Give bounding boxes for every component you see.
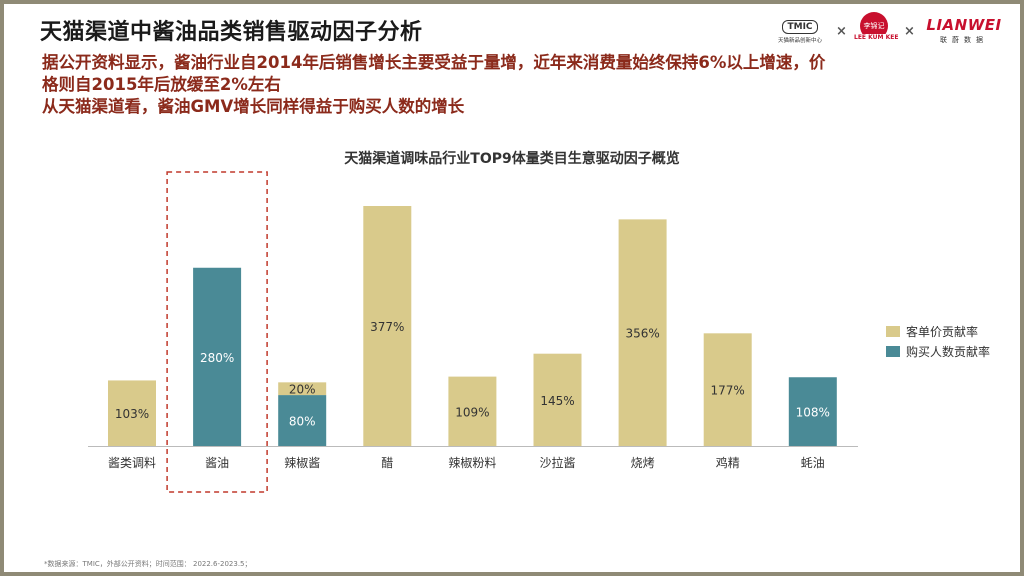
bar-value-label: 108% [796,406,830,420]
bar-value-label: 20% [289,383,316,397]
lianwei-logo: LIANWEI 联蔚数据 [924,16,1004,45]
bar-segment [193,267,242,446]
bar-value-label: 177% [711,384,745,398]
bar-value-label: 280% [200,351,234,365]
partner-logos: TMIC 天猫新品创新中心 × 李锦记 LEE KUM KEE × LIANWE… [770,12,1010,52]
page-title: 天猫渠道中酱油品类销售驱动因子分析 [40,20,423,45]
highlight-box [166,171,268,493]
logo-separator-2: × [904,24,915,39]
bar-value-label: 377% [370,320,404,334]
slide: 天猫渠道中酱油品类销售驱动因子分析 据公开资料显示，酱油行业自2014年后销售增… [4,4,1020,572]
logo-separator-1: × [836,24,847,39]
bar-value-label: 109% [455,405,489,419]
category-tick-label: 酱类调料 [108,455,156,470]
category-tick-label: 酱油 [205,455,229,470]
category-tick-label: 醋 [381,455,393,470]
lkk-logo-text: LEE KUM KEE [854,34,899,41]
legend-label: 客单价贡献率 [906,324,978,339]
bar-segment [788,377,837,446]
subtitle-line-2: 格则自2015年后放缓至2%左右 [42,75,281,94]
lianwei-logo-text: LIANWEI [926,16,1002,34]
lkk-logo: 李锦记 LEE KUM KEE [854,12,899,41]
bar-value-label: 103% [115,407,149,421]
category-tick-label: 烧烤 [631,455,655,470]
bar-segment [363,206,412,446]
category-tick-label: 辣椒酱 [284,455,320,470]
bar-segment [278,382,327,396]
bar-segment [278,395,327,446]
page-subtitle: 据公开资料显示，酱油行业自2014年后销售增长主要受益于量增，近年来消费量始终保… [42,52,972,118]
chart-title: 天猫渠道调味品行业TOP9体量类目生意驱动因子概览 [344,151,680,167]
tmic-logo: TMIC 天猫新品创新中心 [770,14,830,44]
bar-segment [703,333,752,446]
bar-value-label: 80% [289,415,316,429]
category-tick-label: 鸡精 [716,455,740,470]
lianwei-logo-subtitle: 联蔚数据 [940,36,988,44]
bar-value-label: 145% [540,394,574,408]
bar-segment [108,380,156,446]
subtitle-line-3: 从天猫渠道看，酱油GMV增长同样得益于购买人数的增长 [42,97,465,116]
subtitle-line-1: 据公开资料显示，酱油行业自2014年后销售增长主要受益于量增，近年来消费量始终保… [42,53,826,72]
category-tick-label: 沙拉酱 [539,455,575,470]
bar-segment [533,353,582,446]
category-tick-label: 辣椒粉料 [448,456,496,470]
legend-swatch [886,326,900,337]
category-tick-label: 蚝油 [801,456,825,470]
legend-swatch [886,346,900,357]
tmic-logo-subtitle: 天猫新品创新中心 [777,38,822,44]
tmic-logo-mark: TMIC [782,20,818,34]
data-source-note: *数据来源：TMIC，外部公开资料；时间范围： 2022.6-2023.5； [44,560,252,568]
bar-segment [448,376,497,446]
legend-label: 购买人数贡献率 [906,344,990,359]
bar-value-label: 356% [625,327,659,341]
bar-segment [618,219,667,446]
bar-chart: 103% 酱类调料 280% 酱油 80% 20% 辣椒酱 377% 醋 109% 辣椒粉料 145%… [88,171,990,493]
